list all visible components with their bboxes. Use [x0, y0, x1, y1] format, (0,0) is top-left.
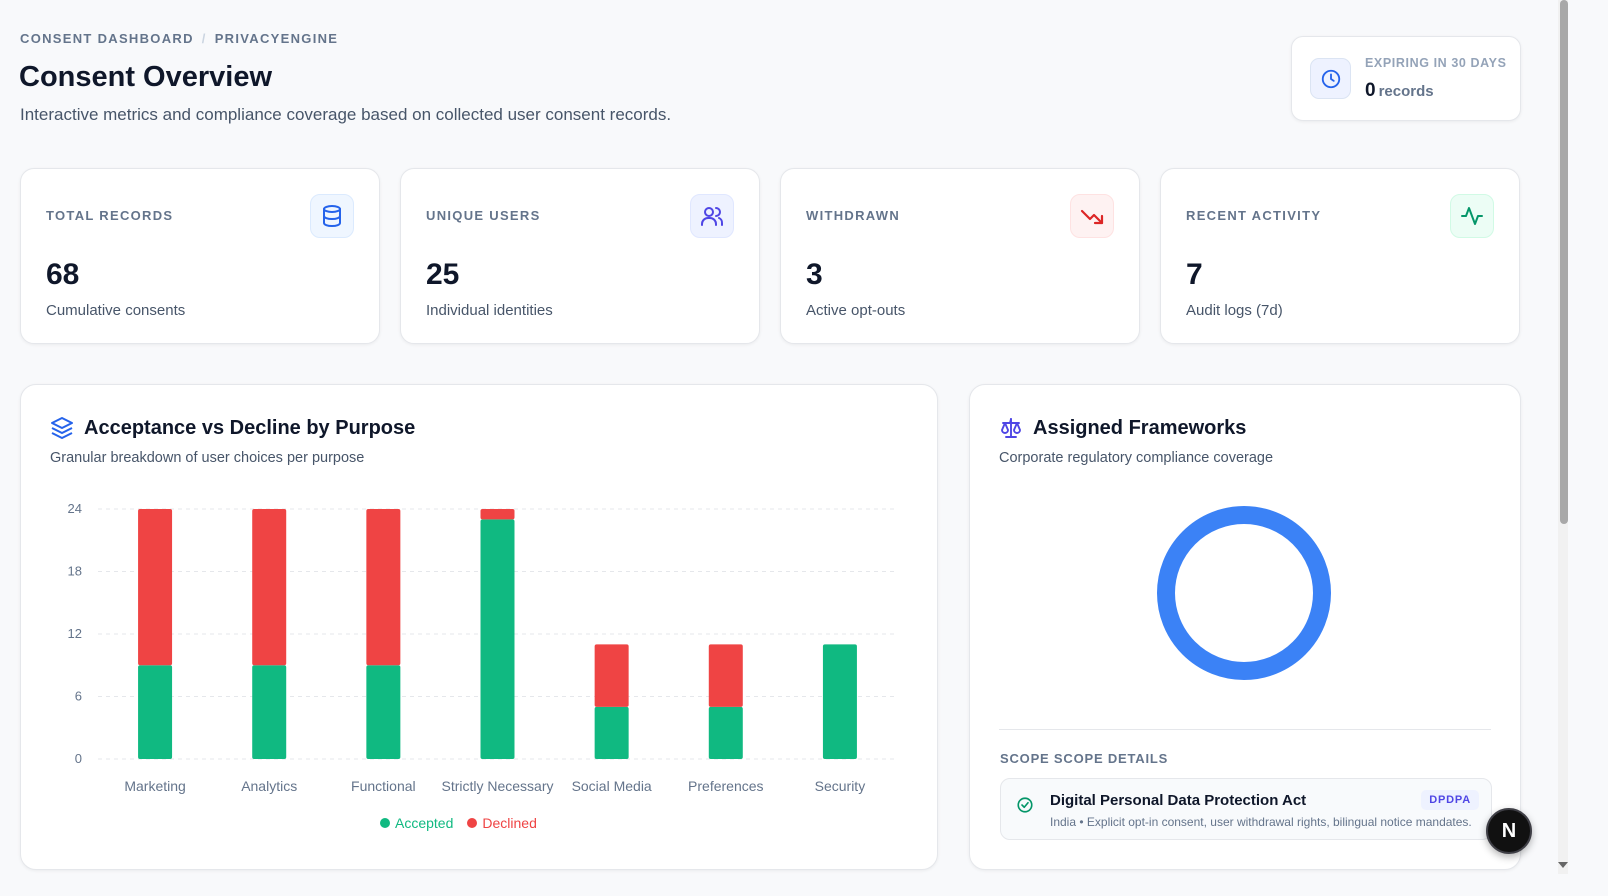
trending-down-icon	[1070, 194, 1114, 238]
legend-declined[interactable]: Declined	[467, 815, 537, 831]
users-icon	[690, 194, 734, 238]
acceptance-chart-panel: Acceptance vs Decline by Purpose Granula…	[20, 384, 938, 870]
legend-dot-accepted	[380, 818, 390, 828]
frameworks-title: Assigned Frameworks	[1033, 417, 1247, 439]
page-title: Consent Overview	[19, 61, 273, 93]
stat-value: 3	[806, 258, 823, 291]
frameworks-panel: Assigned Frameworks Corporate regulatory…	[969, 384, 1521, 870]
breadcrumb: CONSENT DASHBOARD / PRIVACYENGINE	[20, 31, 338, 46]
chart-title: Acceptance vs Decline by Purpose	[84, 417, 416, 439]
clock-icon	[1310, 58, 1351, 99]
breadcrumb-separator: /	[201, 31, 207, 46]
stat-desc: Audit logs (7d)	[1186, 302, 1283, 319]
scope-label: SCOPE SCOPE DETAILS	[1000, 751, 1169, 766]
framework-item[interactable]: Digital Personal Data Protection Act DPD…	[1000, 778, 1492, 840]
chart-subtitle: Granular breakdown of user choices per p…	[50, 450, 365, 466]
nextjs-dev-button[interactable]: N	[1486, 808, 1532, 854]
stat-desc: Cumulative consents	[46, 302, 186, 319]
framework-badge: DPDPA	[1421, 790, 1479, 810]
breadcrumb-dashboard[interactable]: CONSENT DASHBOARD	[20, 31, 194, 46]
divider	[999, 729, 1491, 730]
stat-card-recent-activity[interactable]: RECENT ACTIVITY 7 Audit logs (7d)	[1160, 168, 1520, 344]
expiring-label: EXPIRING IN 30 DAYS	[1365, 56, 1507, 70]
stat-label: WITHDRAWN	[806, 208, 901, 223]
stat-value: 25	[426, 258, 460, 291]
layers-icon	[50, 416, 74, 445]
expiring-unit: records	[1378, 83, 1434, 100]
page-subtitle: Interactive metrics and compliance cover…	[20, 105, 672, 124]
framework-name: Digital Personal Data Protection Act	[1050, 792, 1307, 809]
legend-accepted[interactable]: Accepted	[380, 815, 453, 831]
expiring-count: 0	[1365, 80, 1376, 101]
legend-dot-declined	[467, 818, 478, 828]
stat-label: TOTAL RECORDS	[46, 208, 174, 223]
check-circle-icon	[1016, 796, 1034, 819]
stat-card-withdrawn[interactable]: WITHDRAWN 3 Active opt-outs	[780, 168, 1140, 344]
scroll-down-arrow-icon[interactable]	[1558, 862, 1568, 868]
framework-desc: India • Explicit opt-in consent, user wi…	[1050, 815, 1472, 829]
activity-icon	[1450, 194, 1494, 238]
frameworks-subtitle: Corporate regulatory compliance coverage	[999, 450, 1274, 466]
stat-desc: Active opt-outs	[806, 302, 906, 319]
stat-desc: Individual identities	[426, 302, 553, 319]
legend-label: Accepted	[395, 815, 454, 831]
legend-label: Declined	[482, 815, 537, 831]
scale-icon	[999, 416, 1023, 445]
expiring-value: 0 records	[1365, 80, 1434, 102]
expiring-card[interactable]: EXPIRING IN 30 DAYS 0 records	[1291, 36, 1521, 121]
stat-label: RECENT ACTIVITY	[1186, 208, 1322, 223]
database-icon	[310, 194, 354, 238]
scrollbar-thumb[interactable]	[1560, 0, 1568, 524]
breadcrumb-privacyengine[interactable]: PRIVACYENGINE	[214, 31, 339, 46]
stat-card-unique-users[interactable]: UNIQUE USERS 25 Individual identities	[400, 168, 760, 344]
stat-card-total-records[interactable]: TOTAL RECORDS 68 Cumulative consents	[20, 168, 380, 344]
stat-value: 7	[1186, 258, 1203, 291]
chart-legend: Accepted Declined	[380, 815, 537, 831]
stat-value: 68	[46, 258, 80, 291]
stat-label: UNIQUE USERS	[426, 208, 541, 223]
